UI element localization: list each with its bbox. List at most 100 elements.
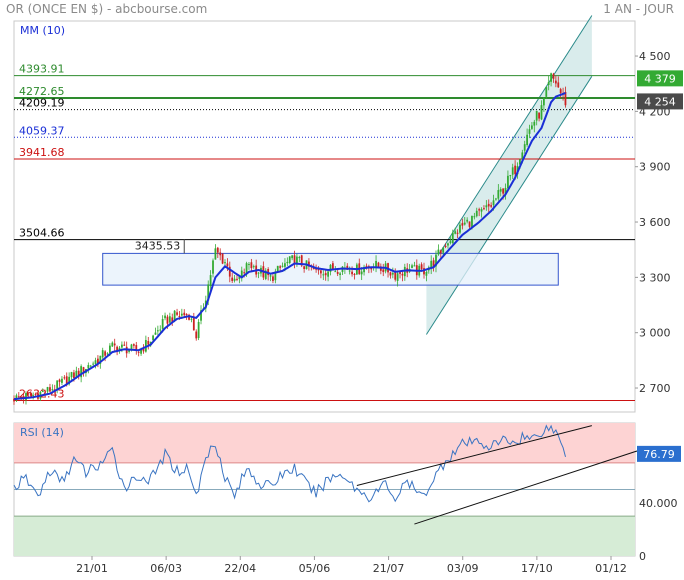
candle-body-202 [497,190,500,199]
candle-body-105 [264,270,267,280]
candle-body-191 [471,215,473,228]
candle-body-125 [312,267,315,270]
candle-body-131 [327,271,329,277]
candle-body-177 [437,249,440,255]
candle-body-21 [63,377,66,379]
x-tick-label-6: 17/10 [521,562,553,575]
candle-body-159 [394,272,397,280]
candle-body-111 [279,266,282,268]
candle-body-136 [339,273,341,276]
candle-body-157 [389,272,392,276]
candle-body-56 [147,340,150,345]
price-tag-label-0: 4 379 [644,72,676,85]
candle-body-26 [75,370,78,377]
candle-body-134 [334,271,337,273]
channel-upper-line [425,15,593,274]
rsi-trend-line-1 [414,446,650,525]
candle-body-22 [65,376,68,385]
candle-body-142 [353,273,356,275]
candle-body-34 [94,360,97,364]
candle-body-65 [168,316,171,323]
candle-body-58 [152,335,154,341]
candle-body-8 [32,395,35,397]
candle-body-71 [183,312,186,316]
candle-body-12 [41,391,44,393]
candle-body-7 [29,393,32,396]
candle-body-230 [564,92,567,106]
candle-body-45 [120,344,123,348]
candle-body-0 [13,398,15,402]
candle-body-113 [284,263,286,267]
candle-body-70 [180,313,183,316]
candle-body-119 [298,257,301,259]
candle-body-62 [161,319,164,329]
candle-body-31 [87,365,90,369]
candle-body-196 [483,208,485,210]
candle-body-84 [214,248,217,260]
level-label-5: 3504.66 [19,227,65,240]
price-legend: MM (10) [20,24,65,37]
price-tick-label-2: 3 300 [639,271,671,284]
rsi-tick-label-0: 40.000 [639,497,678,510]
price-tag-0 [637,70,683,87]
candle-body-166 [411,265,413,268]
candle-body-221 [542,98,545,106]
candle-body-78 [200,310,202,321]
candle-body-188 [463,222,466,225]
candle-body-81 [207,284,210,301]
candle-body-123 [308,261,310,267]
candle-body-116 [291,255,294,259]
candle-body-67 [173,310,176,321]
candle-body-102 [257,272,260,274]
candle-body-120 [300,255,303,266]
candle-body-205 [504,187,507,194]
candle-body-185 [456,232,459,234]
price-tag-label-1: 4 254 [644,95,676,108]
candle-body-25 [73,372,75,378]
candle-body-218 [535,110,538,121]
candle-body-44 [118,347,121,351]
candle-body-140 [348,270,351,272]
candle-body-121 [303,266,306,269]
candle-body-32 [89,365,92,367]
candle-body-154 [382,269,385,273]
candle-body-181 [447,243,449,246]
candle-body-99 [250,262,253,269]
rsi-line [13,424,566,503]
candle-body-96 [243,272,246,274]
candle-body-217 [533,121,536,126]
candle-body-38 [104,351,107,356]
candle-body-209 [514,165,517,175]
candle-body-19 [58,379,61,382]
candle-body-204 [502,188,505,194]
candle-body-213 [523,144,526,151]
candle-body-74 [190,318,193,320]
rsi-panel: RSI (14) 40.000 0 76.79 [13,422,681,563]
candle-body-75 [192,318,195,331]
candle-body-2 [17,396,20,398]
candle-body-224 [550,73,552,82]
candle-body-82 [209,275,212,286]
candle-body-186 [459,224,461,233]
candle-body-193 [475,210,478,217]
candle-body-14 [46,387,49,392]
level-label-4: 3941.68 [19,146,65,159]
price-tick-label-3: 3 600 [639,216,671,229]
candle-body-87 [221,253,224,264]
candle-body-108 [272,276,274,281]
candle-body-200 [492,200,495,206]
candle-body-158 [391,272,394,275]
candle-body-167 [413,265,416,267]
candle-body-86 [219,252,222,256]
candle-body-109 [274,271,277,281]
candle-body-151 [375,260,377,267]
candle-body-133 [331,263,334,271]
candle-body-183 [451,232,454,244]
candle-body-100 [252,266,255,268]
candle-body-13 [44,391,47,393]
candle-body-85 [216,247,219,253]
candle-body-1 [15,395,18,401]
candle-body-9 [34,393,37,395]
candle-body-135 [336,272,339,274]
candle-body-223 [547,81,550,86]
